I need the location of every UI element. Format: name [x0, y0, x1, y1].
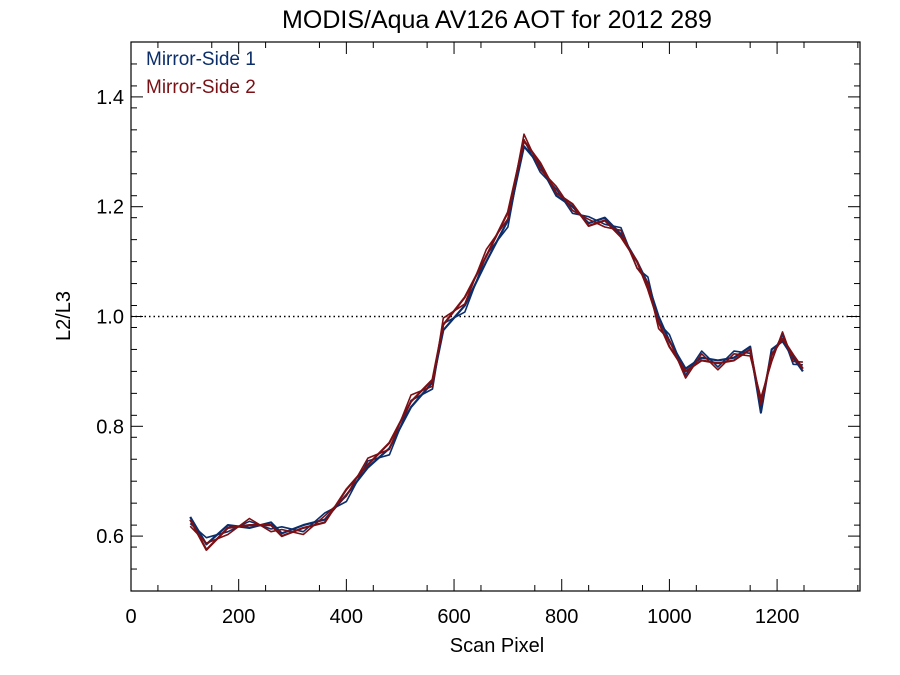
y-axis: 0.6 0.8 1.0 1.2 1.4 — [96, 41, 860, 592]
legend-entry-2: Mirror-Side 2 — [146, 77, 256, 98]
legend: Mirror-Side 1 Mirror-Side 2 — [146, 49, 256, 98]
chart-title: MODIS/Aqua AV126 AOT for 2012 289 — [282, 6, 712, 34]
x-tick-label: 600 — [437, 606, 470, 628]
x-tick-label: 800 — [545, 606, 578, 628]
x-tick-label: 400 — [330, 606, 363, 628]
x-tick-label: 0 — [125, 606, 136, 628]
x-tick-label: 1200 — [755, 606, 800, 628]
y-tick-label: 1.0 — [96, 307, 124, 329]
series-line-2 — [189, 133, 803, 545]
y-tick-label: 0.8 — [96, 416, 124, 438]
x-tick-label: 1000 — [647, 606, 692, 628]
legend-entry-1: Mirror-Side 1 — [146, 49, 256, 70]
x-tick-label: 200 — [222, 606, 255, 628]
y-tick-label: 1.4 — [96, 87, 124, 109]
y-axis-label: L2/L3 — [53, 291, 75, 341]
y-tick-label: 0.6 — [96, 526, 124, 548]
x-axis-label: Scan Pixel — [450, 635, 545, 657]
y-tick-label: 1.2 — [96, 197, 124, 219]
x-axis: 0 200 400 600 800 1000 1200 — [125, 42, 859, 628]
plot-area — [131, 133, 860, 551]
series-line-2 — [189, 139, 804, 551]
series-line-1 — [189, 145, 804, 546]
series-line-1 — [189, 138, 803, 539]
